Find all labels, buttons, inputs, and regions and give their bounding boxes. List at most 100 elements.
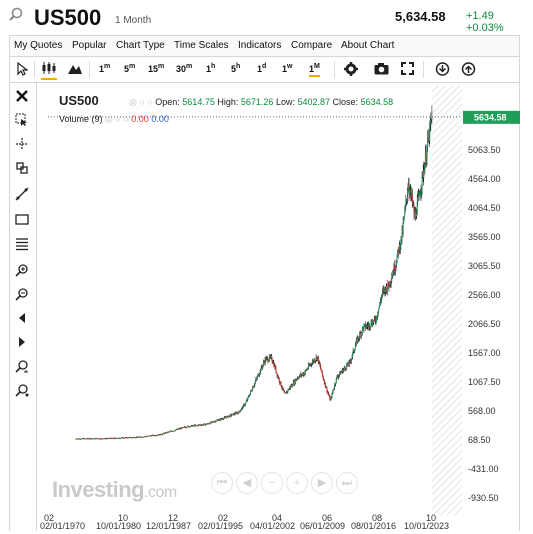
candle-body: [355, 343, 357, 347]
candle-body: [160, 433, 162, 435]
menu-indicators[interactable]: Indicators: [238, 40, 282, 51]
load-chart-icon[interactable]: [435, 62, 450, 78]
timescale-1d[interactable]: 1d: [257, 63, 267, 74]
candle-body: [295, 379, 297, 383]
candle-body: [396, 262, 398, 265]
candle-body: [322, 376, 324, 380]
legend-symbol: US500: [59, 93, 99, 108]
candle-body: [318, 360, 321, 364]
zoom-in-icon[interactable]: [15, 263, 33, 279]
fullscreen-icon[interactable]: [401, 62, 414, 77]
zoom-out-icon[interactable]: [15, 287, 33, 303]
timescale-5h[interactable]: 5h: [231, 63, 241, 74]
chart-area[interactable]: [37, 83, 520, 531]
candle-body: [297, 377, 299, 379]
cursor-icon[interactable]: [16, 61, 29, 78]
timescale-1M[interactable]: 1M: [309, 63, 320, 77]
timescale-5m[interactable]: 5m: [124, 63, 136, 74]
candle-body: [88, 438, 90, 440]
candle-body: [112, 437, 115, 439]
timescale-1h[interactable]: 1h: [206, 63, 216, 74]
camera-icon[interactable]: [374, 62, 389, 77]
search-icon[interactable]: [8, 7, 24, 28]
arrow-left-icon[interactable]: [15, 311, 33, 327]
fibonacci-tool-icon[interactable]: [15, 237, 33, 253]
trend-line-icon[interactable]: [15, 187, 33, 203]
zoom-in-nav-icon[interactable]: +: [286, 472, 308, 494]
zoom-reset-icon[interactable]: [15, 359, 33, 375]
candle-body: [306, 369, 309, 370]
scroll-left-icon[interactable]: ◀: [236, 472, 258, 494]
candle-body: [338, 374, 340, 376]
candle-body: [113, 438, 115, 440]
candle-body: [258, 374, 260, 377]
menu-compare[interactable]: Compare: [291, 40, 333, 51]
candle-body: [222, 419, 224, 420]
menu-about-chart[interactable]: About Chart: [341, 40, 395, 51]
candle-body: [358, 337, 360, 339]
crosshair-tool-icon[interactable]: [15, 137, 33, 153]
menu-chart-type[interactable]: Chart Type: [116, 40, 165, 51]
candle-body: [430, 119, 432, 125]
gear-icon[interactable]: [344, 62, 358, 78]
menu-time-scales[interactable]: Time Scales: [174, 40, 229, 51]
rectangle-tool-icon[interactable]: [15, 213, 33, 229]
mountain-chart-icon[interactable]: [68, 62, 82, 76]
timescale-30m[interactable]: 30m: [176, 63, 193, 74]
candle-body: [361, 332, 363, 334]
candle-body: [344, 367, 347, 370]
zoom-fit-icon[interactable]: [15, 383, 33, 399]
candle-body: [118, 437, 120, 439]
candle-body: [123, 437, 125, 439]
menu-my-quotes[interactable]: My Quotes: [14, 40, 63, 51]
scroll-right-icon[interactable]: ▶: [311, 472, 333, 494]
candle-body: [255, 378, 257, 380]
candle-body: [326, 387, 328, 392]
candle-body: [353, 350, 355, 353]
close-icon[interactable]: [15, 89, 33, 105]
candle-body: [134, 437, 136, 438]
save-chart-icon[interactable]: [461, 62, 476, 78]
y-tick-label: 3065.50: [468, 261, 501, 271]
candle-body: [394, 266, 397, 271]
candle-body: [348, 364, 350, 366]
volume-settings-icon[interactable]: ◎ ○ ○: [105, 114, 129, 124]
candle-body: [283, 390, 285, 393]
timescale-1m[interactable]: 1m: [99, 63, 111, 74]
zoom-out-nav-icon[interactable]: −: [261, 472, 283, 494]
eye-icon[interactable]: ◎ ○ ○: [129, 97, 153, 107]
candle-body: [223, 418, 225, 420]
candle-body: [402, 222, 404, 233]
scroll-end-icon[interactable]: ⏭: [336, 472, 358, 494]
candle-body: [206, 424, 208, 425]
timescale-1w[interactable]: 1w: [282, 63, 293, 74]
candle-body: [90, 438, 92, 440]
candle-body: [286, 391, 288, 393]
candle-body: [174, 430, 176, 432]
timescale-15m[interactable]: 15m: [148, 63, 165, 74]
select-tool-icon[interactable]: [15, 113, 33, 129]
candle-body: [367, 324, 369, 327]
candle-body: [191, 425, 193, 427]
candle-body: [328, 393, 330, 396]
candle-body: [373, 319, 375, 323]
candle-body: [333, 388, 335, 390]
candle-body: [360, 332, 362, 336]
last-price-tag-label: 5634.58: [474, 112, 507, 122]
scroll-start-icon[interactable]: ⏮: [211, 472, 233, 494]
candle-body: [85, 438, 87, 440]
candle-body: [286, 391, 288, 394]
menu-popular[interactable]: Popular: [72, 40, 107, 51]
menu-bar: My Quotes Popular Chart Type Time Scales…: [9, 35, 520, 57]
candle-body: [323, 379, 325, 381]
candle-body: [261, 366, 263, 368]
candlestick-chart-icon[interactable]: [41, 61, 57, 80]
candle-body: [253, 385, 255, 387]
arrow-right-icon[interactable]: [15, 335, 33, 351]
candle-body: [336, 376, 338, 379]
candle-body: [218, 420, 220, 422]
candle-body: [336, 376, 338, 378]
pattern-tool-icon[interactable]: [15, 161, 33, 177]
candle-body: [369, 327, 371, 329]
candle-body: [135, 437, 137, 439]
